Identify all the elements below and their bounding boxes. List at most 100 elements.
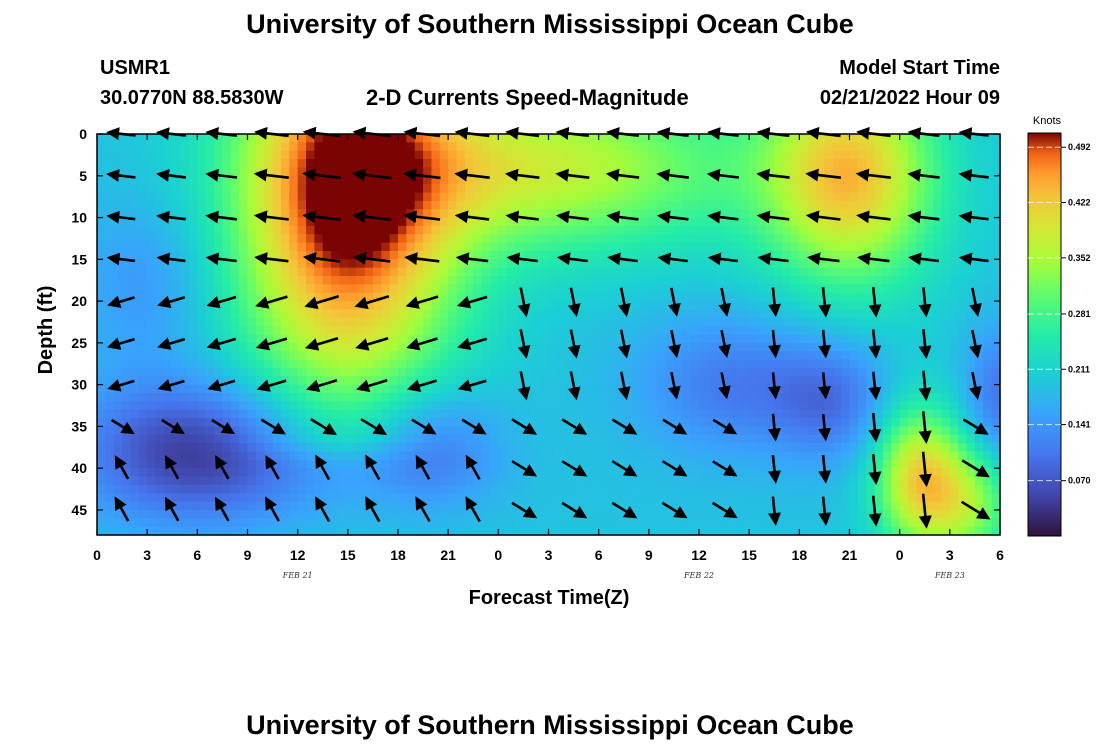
heatmap-cell — [573, 409, 583, 419]
heatmap-cell — [188, 200, 198, 210]
heatmap-cell — [891, 518, 901, 528]
heatmap-cell — [264, 167, 274, 177]
heatmap-cell — [707, 242, 717, 252]
heatmap-cell — [782, 359, 792, 369]
heatmap-cell — [473, 242, 483, 252]
heatmap-cell — [632, 384, 642, 394]
heatmap-cell — [882, 401, 892, 411]
heatmap-cell — [473, 392, 483, 402]
heatmap-cell — [765, 134, 775, 143]
heatmap-cell — [122, 184, 132, 194]
heatmap-cell — [364, 518, 374, 528]
heatmap-cell — [916, 142, 926, 152]
heatmap-cell — [958, 284, 968, 294]
heatmap-cell — [197, 301, 207, 311]
heatmap-cell — [941, 209, 951, 219]
heatmap-cell — [849, 301, 859, 311]
heatmap-cell — [841, 134, 851, 143]
heatmap-cell — [816, 134, 826, 143]
heatmap-cell — [824, 209, 834, 219]
heatmap-cell — [448, 367, 458, 377]
heatmap-cell — [540, 142, 550, 152]
heatmap-cell — [356, 443, 366, 453]
heatmap-cell — [724, 518, 734, 528]
heatmap-cell — [448, 317, 458, 327]
heatmap-cell — [632, 359, 642, 369]
heatmap-cell — [715, 184, 725, 194]
heatmap-cell — [832, 134, 842, 143]
heatmap-cell — [381, 276, 391, 285]
heatmap-cell — [807, 150, 817, 160]
heatmap-cell — [540, 443, 550, 453]
heatmap-cell — [573, 434, 583, 444]
heatmap-cell — [272, 150, 282, 160]
heatmap-cell — [740, 501, 750, 511]
heatmap-cell — [590, 242, 600, 252]
heatmap-cell — [138, 367, 148, 377]
heatmap-cell — [473, 309, 483, 319]
heatmap-cell — [398, 150, 407, 160]
heatmap-cell — [97, 493, 106, 503]
heatmap-cell — [874, 267, 884, 277]
heatmap-cell — [381, 342, 391, 352]
heatmap-cell — [464, 309, 474, 319]
heatmap-cell — [498, 342, 508, 352]
heatmap-cell — [573, 484, 583, 494]
heatmap-cell — [489, 326, 499, 336]
heatmap-cell — [439, 468, 449, 478]
heatmap-cell — [615, 242, 625, 252]
heatmap-cell — [790, 376, 800, 386]
heatmap-cell — [707, 301, 717, 311]
heatmap-cell — [540, 317, 550, 327]
heatmap-cell — [874, 250, 884, 260]
heatmap-cell — [623, 242, 633, 252]
heatmap-cell — [682, 317, 692, 327]
heatmap-cell — [113, 359, 123, 369]
heatmap-cell — [489, 459, 499, 469]
heatmap-cell — [832, 192, 842, 202]
heatmap-cell — [297, 501, 307, 511]
heatmap-cell — [673, 259, 683, 269]
heatmap-cell — [891, 451, 901, 461]
heatmap-cell — [832, 234, 842, 244]
heatmap-cell — [715, 426, 725, 436]
heatmap-cell — [364, 134, 374, 143]
heatmap-cell — [247, 217, 257, 227]
heatmap-cell — [247, 384, 257, 394]
heatmap-cell — [280, 276, 290, 285]
heatmap-cell — [565, 443, 575, 453]
heatmap-cell — [732, 284, 742, 294]
heatmap-cell — [598, 292, 608, 302]
heatmap-cell — [498, 476, 508, 486]
heatmap-cell — [506, 484, 516, 494]
heatmap-cell — [699, 309, 708, 319]
heatmap-cell — [297, 309, 307, 319]
heatmap-cell — [155, 434, 165, 444]
heatmap-cell — [590, 468, 600, 478]
heatmap-cell — [481, 267, 491, 277]
heatmap-cell — [749, 476, 759, 486]
heatmap-cell — [188, 334, 198, 344]
heatmap-cell — [732, 209, 742, 219]
heatmap-cell — [690, 392, 700, 402]
heatmap-cell — [147, 459, 157, 469]
heatmap-cell — [715, 443, 725, 453]
heatmap-cell — [891, 175, 901, 185]
heatmap-cell — [155, 217, 165, 227]
heatmap-cell — [239, 359, 249, 369]
heatmap-cell — [398, 276, 407, 285]
heatmap-cell — [765, 200, 775, 210]
heatmap-cell — [247, 317, 257, 327]
heatmap-cell — [857, 426, 867, 436]
heatmap-cell — [531, 376, 541, 386]
heatmap-cell — [389, 301, 399, 311]
heatmap-cell — [155, 292, 165, 302]
heatmap-cell — [398, 217, 407, 227]
heatmap-cell — [431, 242, 441, 252]
heatmap-cell — [155, 409, 165, 419]
heatmap-cell — [322, 443, 332, 453]
heatmap-cell — [857, 443, 867, 453]
heatmap-cell — [699, 284, 708, 294]
heatmap-cell — [673, 459, 683, 469]
heatmap-cell — [590, 476, 600, 486]
